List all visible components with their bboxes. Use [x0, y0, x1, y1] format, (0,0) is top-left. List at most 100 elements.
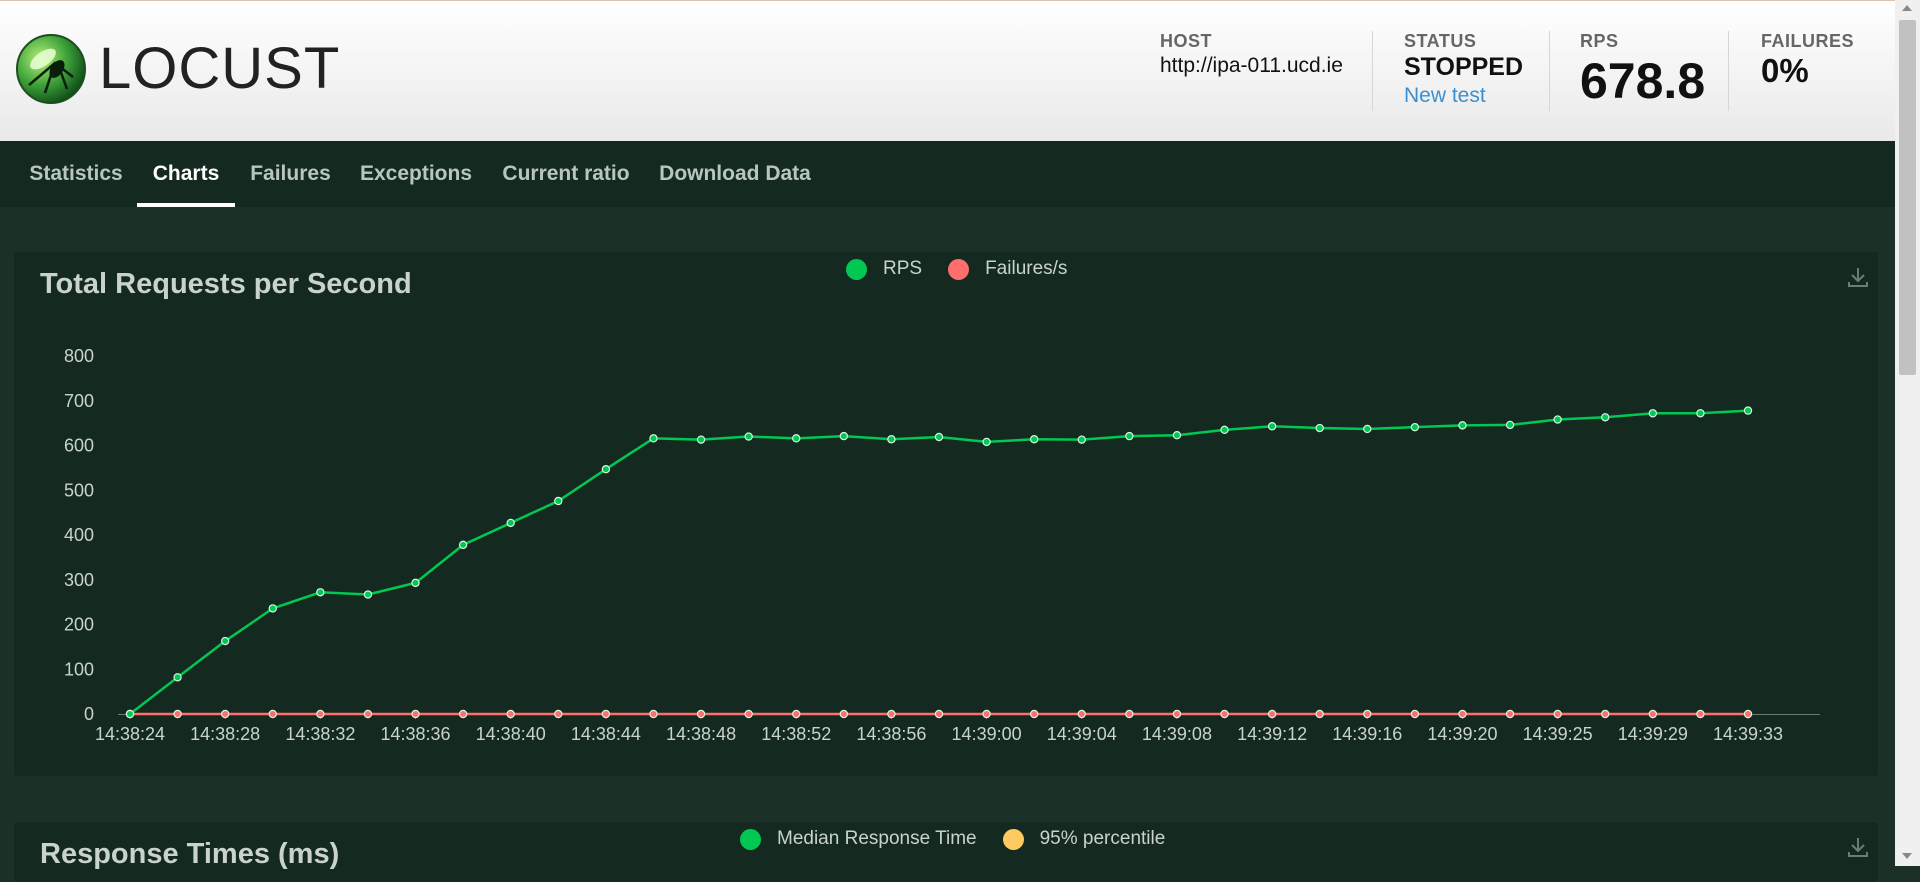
data-point-rps	[1125, 431, 1134, 441]
y-tick-label: 800	[64, 346, 94, 366]
divider	[1549, 31, 1550, 111]
logo[interactable]: LOCUST	[15, 33, 340, 105]
y-tick-label: 0	[84, 704, 94, 724]
tab-statistics[interactable]: Statistics	[29, 162, 123, 185]
chart-title: Response Times (ms)	[40, 838, 340, 870]
data-point-rps	[173, 673, 182, 682]
rps-line-chart: 0 100 200 300 400 500 600 700 800 14:38:24 14:38:2…	[64, 346, 1820, 744]
host-stat: HOST http://ipa-011.ucd.ie	[1160, 31, 1343, 78]
data-point-failures	[1601, 709, 1610, 719]
x-tick-label: 14:39:08	[1142, 724, 1212, 744]
vertical-scrollbar[interactable]	[1895, 0, 1920, 866]
data-point-rps	[649, 434, 658, 443]
data-point-failures	[887, 709, 896, 719]
y-tick-label: 400	[64, 525, 94, 545]
host-value: http://ipa-011.ucd.ie	[1160, 54, 1343, 77]
data-point-rps	[1553, 415, 1562, 424]
data-point-rps	[411, 578, 420, 588]
data-point-failures	[1363, 709, 1372, 719]
logo-text: LOCUST	[99, 36, 341, 101]
data-point-failures	[792, 709, 801, 719]
data-point-failures	[173, 709, 182, 719]
new-test-link[interactable]: New test	[1404, 84, 1486, 107]
data-point-failures	[744, 709, 753, 719]
tab-current-ratio[interactable]: Current ratio	[502, 162, 630, 185]
tab-exceptions[interactable]: Exceptions	[359, 162, 473, 185]
scroll-thumb[interactable]	[1899, 20, 1916, 375]
data-point-failures	[1505, 709, 1515, 719]
data-point-failures	[1220, 709, 1229, 719]
data-point-rps	[1029, 435, 1039, 444]
data-point-rps	[839, 431, 849, 441]
data-point-rps	[363, 590, 373, 599]
scroll-up-icon[interactable]	[1902, 5, 1912, 11]
data-point-failures	[1029, 709, 1039, 719]
status-value: STOPPED	[1404, 53, 1524, 81]
data-point-failures	[554, 709, 563, 719]
scroll-down-icon[interactable]	[1902, 853, 1912, 859]
x-tick-label: 14:39:00	[952, 724, 1022, 744]
legend-item-failures[interactable]: Failures/s	[948, 258, 1067, 280]
data-point-rps	[1458, 421, 1467, 430]
data-point-rps	[1743, 406, 1753, 415]
data-point-rps	[887, 435, 896, 444]
data-point-failures	[316, 709, 325, 719]
data-point-rps	[1696, 409, 1705, 418]
data-point-rps	[1077, 435, 1086, 444]
data-point-failures	[1315, 709, 1324, 719]
data-point-failures	[649, 709, 658, 719]
legend-dot	[948, 258, 970, 280]
data-point-rps	[982, 437, 991, 447]
data-point-failures	[1553, 709, 1562, 719]
legend-item-median[interactable]: Median Response Time	[740, 828, 977, 850]
data-point-failures	[363, 709, 373, 719]
data-point-failures	[458, 709, 468, 719]
data-point-rps	[125, 709, 135, 719]
legend-item-95th[interactable]: 95% percentile	[1002, 828, 1166, 850]
legend-dot	[1002, 828, 1024, 850]
failures-label: FAILURES	[1761, 31, 1855, 51]
x-tick-label: 14:38:36	[380, 724, 450, 744]
y-tick-label: 700	[64, 391, 94, 411]
rps-stat: RPS 678.8	[1580, 31, 1705, 110]
data-point-rps	[934, 432, 944, 442]
tab-download-data[interactable]: Download Data	[659, 162, 811, 185]
data-point-rps	[744, 432, 753, 441]
data-point-failures	[506, 709, 515, 719]
legend-label: Median Response Time	[777, 828, 977, 849]
data-point-rps	[316, 588, 325, 597]
divider	[1372, 31, 1373, 111]
chart-title: Total Requests per Second	[40, 268, 412, 300]
x-tick-label: 14:38:24	[95, 724, 165, 744]
tab-failures[interactable]: Failures	[250, 162, 331, 185]
data-point-failures	[268, 709, 277, 719]
y-tick-label: 500	[64, 480, 94, 500]
rps-label: RPS	[1580, 31, 1619, 51]
data-point-failures	[1410, 709, 1420, 719]
tab-charts[interactable]: Charts	[137, 141, 235, 207]
x-tick-label: 14:38:28	[190, 724, 260, 744]
data-point-failures	[934, 709, 944, 719]
legend-item-rps[interactable]: RPS	[846, 258, 922, 280]
status-label: STATUS	[1404, 31, 1477, 51]
download-icon[interactable]	[1846, 835, 1870, 859]
series-line-rps	[129, 409, 1749, 715]
data-point-rps	[1267, 422, 1277, 431]
legend-label: RPS	[883, 258, 923, 279]
x-tick-label: 14:38:56	[856, 724, 926, 744]
data-point-rps	[1363, 424, 1372, 434]
legend-label: 95% percentile	[1039, 828, 1166, 849]
data-point-rps	[1315, 423, 1324, 433]
data-point-rps	[601, 465, 611, 474]
data-point-rps	[554, 496, 563, 506]
y-tick-label: 600	[64, 436, 94, 456]
data-point-rps	[1648, 409, 1658, 418]
legend-dot	[740, 828, 761, 850]
data-point-failures	[220, 709, 230, 719]
download-icon[interactable]	[1846, 265, 1870, 289]
x-tick-label: 14:38:44	[571, 724, 641, 744]
x-tick-label: 14:39:25	[1523, 724, 1593, 744]
failures-stat: FAILURES 0%	[1761, 31, 1854, 90]
failures-value: 0%	[1761, 52, 1809, 89]
chart-legend: RPS Failures/s	[846, 258, 1093, 280]
